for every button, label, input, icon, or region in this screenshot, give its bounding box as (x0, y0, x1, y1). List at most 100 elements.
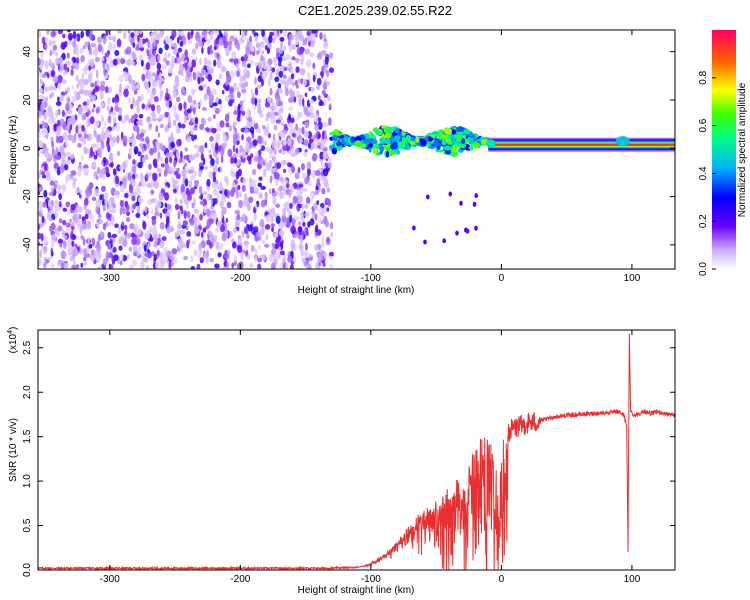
heatmap-cell (96, 221, 100, 228)
heatmap-cell (55, 147, 59, 153)
heatmap-cell (132, 79, 136, 86)
heatmap-cell (165, 216, 170, 225)
heatmap-cell (279, 36, 285, 42)
heatmap-cell (264, 129, 268, 136)
colorbar-tick-label: 0.2 (698, 214, 709, 228)
heatmap-cell (63, 63, 68, 71)
heatmap-cell (175, 149, 180, 159)
heatmap-cell (241, 213, 246, 222)
heatmap-cell (296, 216, 300, 221)
heatmap-cell (147, 72, 152, 77)
heatmap-cell (319, 32, 323, 40)
heatmap-cell (292, 132, 296, 138)
heatmap-cell (100, 80, 106, 86)
heatmap-cell (230, 171, 236, 178)
heatmap-cell (106, 105, 110, 112)
heatmap-cell (214, 263, 220, 269)
heatmap-cell (317, 253, 323, 263)
heatmap-cell (134, 189, 140, 196)
heatmap-cell (191, 134, 195, 142)
heatmap-cell (63, 40, 68, 48)
heatmap-cell (199, 57, 202, 65)
heatmap-cell (164, 202, 168, 208)
heatmap-cell (379, 145, 385, 152)
spectrogram-x-ticks: -300 -200 -100 0 100 (100, 30, 641, 284)
heatmap-cell (143, 257, 146, 263)
heatmap-cell (193, 249, 198, 256)
heatmap-cell (242, 69, 247, 74)
heatmap-cell (207, 59, 212, 65)
heatmap-cell (118, 245, 123, 251)
heatmap-cell (162, 260, 166, 267)
heatmap-cell (148, 147, 154, 156)
heatmap-cell (225, 94, 230, 103)
heatmap-cell (260, 227, 265, 236)
heatmap-cell (343, 135, 349, 142)
x-tick-label: 0 (499, 574, 505, 585)
heatmap-cell (91, 108, 95, 113)
heatmap-cell (71, 175, 75, 182)
heatmap-cell (134, 149, 137, 155)
heatmap-cell (40, 233, 44, 242)
heatmap-cell (187, 108, 192, 114)
heatmap-cell (233, 227, 238, 233)
heatmap-cell (257, 135, 262, 144)
heatmap-cell (463, 129, 471, 135)
heatmap-cell (123, 30, 127, 40)
heatmap-cell (216, 127, 222, 132)
x-tick-label: -100 (361, 574, 381, 585)
heatmap-cell (192, 71, 197, 81)
heatmap-cell (93, 95, 97, 101)
heatmap-cell (255, 151, 259, 157)
heatmap-cell (183, 155, 189, 160)
heatmap-cell (243, 53, 248, 62)
heatmap-cell (57, 238, 64, 245)
heatmap-cell (220, 194, 227, 204)
heatmap-cell (239, 76, 244, 83)
heatmap-cell (138, 143, 144, 148)
heatmap-cell (441, 138, 447, 146)
heatmap-cell (232, 144, 236, 153)
heatmap-cell (148, 123, 153, 130)
heatmap-cell (311, 170, 316, 178)
heatmap-cell (278, 47, 283, 55)
heatmap-cell (209, 136, 214, 142)
heatmap-cell (190, 187, 196, 195)
heatmap-cell (38, 88, 44, 94)
heatmap-cell (88, 243, 93, 249)
heatmap-cell (201, 117, 207, 126)
heatmap-cell (66, 209, 71, 216)
heatmap-cell (75, 94, 81, 100)
heatmap-cell (154, 211, 160, 217)
heatmap-cell (329, 52, 334, 59)
heatmap-cell (168, 151, 174, 157)
heatmap-cell (279, 250, 285, 256)
heatmap-cell (130, 39, 134, 46)
heatmap-cell (142, 221, 147, 230)
heatmap-cell (321, 236, 325, 245)
heatmap-cell (300, 57, 304, 66)
heatmap-cell (168, 52, 171, 58)
heatmap-cell (136, 43, 140, 51)
heatmap-cell (293, 256, 296, 264)
heatmap-cell (300, 248, 304, 257)
heatmap-cell (264, 70, 269, 76)
heatmap-cell (80, 81, 85, 90)
heatmap-cell (61, 158, 66, 167)
heatmap-cell (65, 151, 71, 157)
heatmap-cell (221, 232, 227, 242)
heatmap-cell (215, 156, 220, 165)
heatmap-cell (114, 123, 121, 132)
heatmap-cell (316, 200, 320, 206)
heatmap-cell (298, 183, 304, 188)
heatmap-cell (246, 203, 251, 211)
heatmap-cell (253, 212, 257, 222)
heatmap-cell (206, 39, 211, 45)
heatmap-cell (191, 240, 196, 245)
heatmap-cell (320, 140, 326, 149)
heatmap-cell (80, 262, 84, 268)
heatmap-cell (61, 109, 65, 117)
heatmap-cell (288, 97, 294, 103)
heatmap-cell (40, 49, 44, 59)
heatmap-cell (169, 254, 175, 261)
